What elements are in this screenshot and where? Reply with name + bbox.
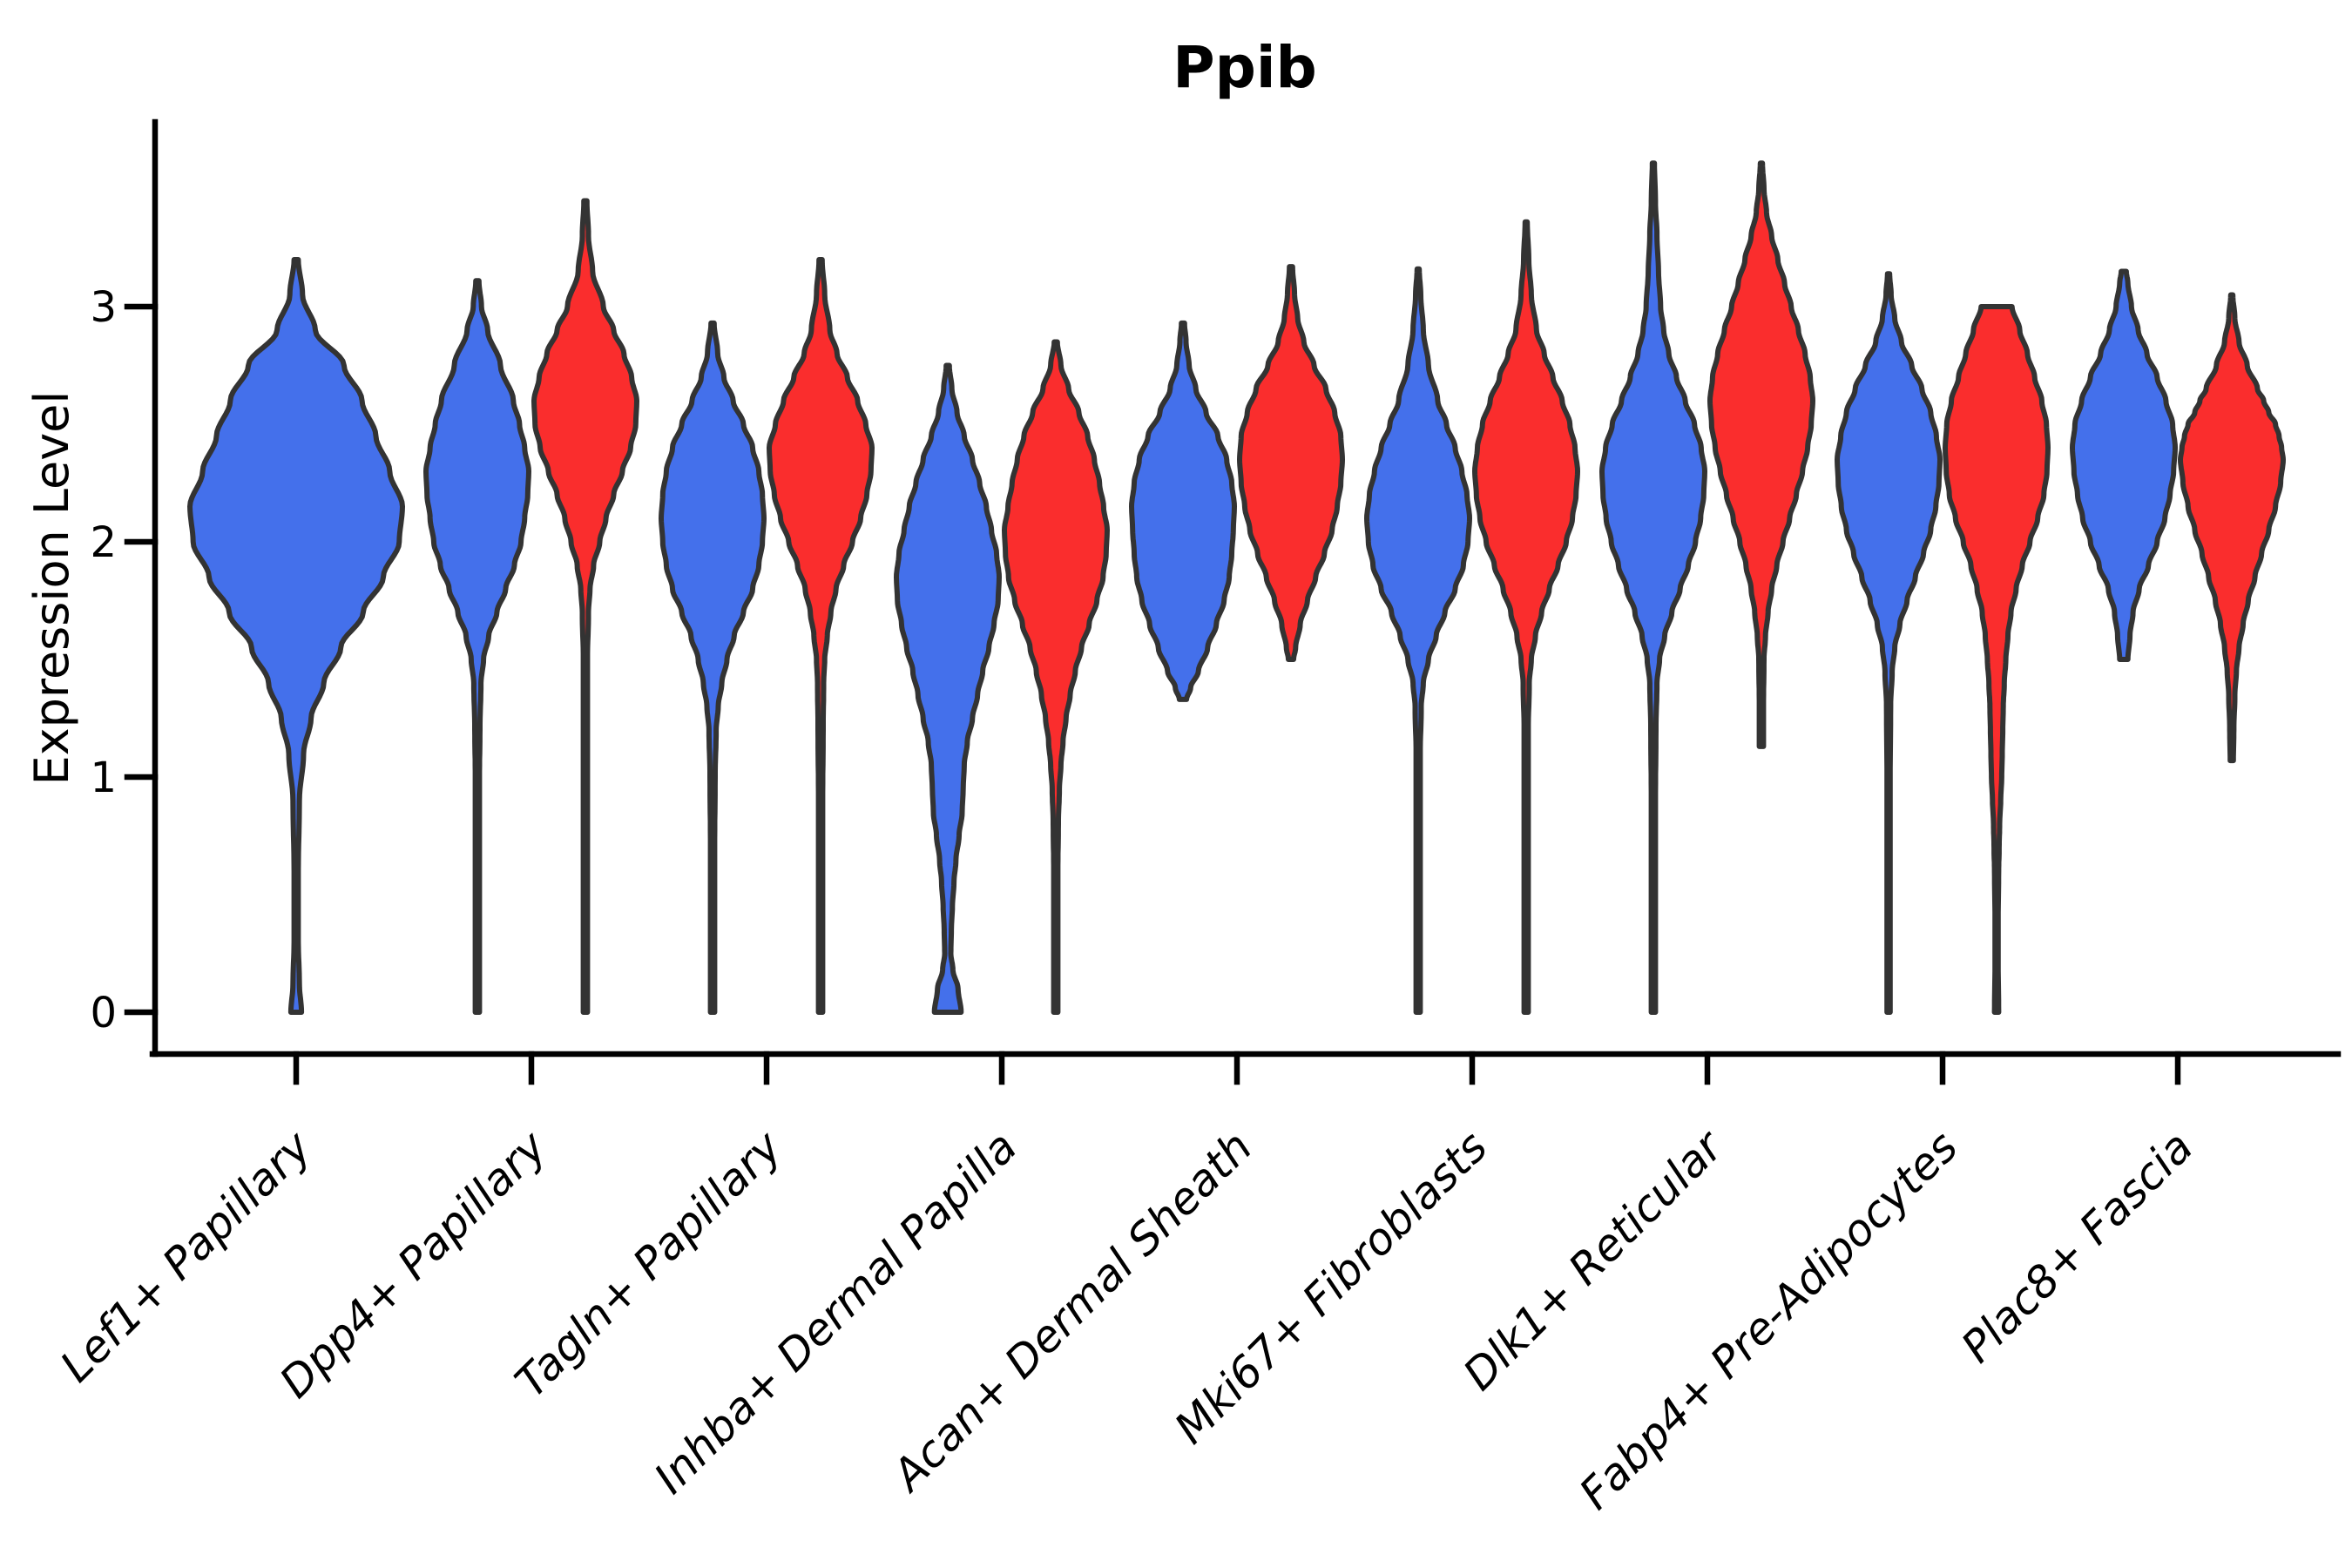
x-tick-label: Lef1+ Papillary — [51, 1120, 321, 1391]
violin-tagln-blue — [659, 320, 767, 1015]
violin-acan-blue — [1129, 320, 1237, 702]
y-tick-label: 3 — [90, 283, 117, 332]
violin-dlk1-red — [1707, 160, 1815, 749]
y-axis-label: Expression Level — [24, 391, 79, 786]
violin-lef1-blue — [187, 257, 405, 1015]
violin-inhba-blue — [894, 362, 1002, 1015]
violins-layer — [187, 160, 2286, 1015]
violin-plac8-blue — [2070, 268, 2178, 662]
x-tick-label: Dlk1+ Reticular — [1454, 1119, 1734, 1400]
violin-dpp4-blue — [423, 278, 531, 1015]
violin-mki67-red — [1472, 219, 1580, 1015]
violin-fabp4-blue — [1835, 271, 1943, 1015]
chart-title: Ppib — [1173, 34, 1316, 101]
y-tick-label: 1 — [90, 754, 117, 802]
violin-mki67-blue — [1364, 266, 1472, 1015]
x-tick-label: Plac8+ Fascia — [1952, 1121, 2203, 1372]
violin-dlk1-blue — [1599, 160, 1707, 1015]
violin-plac8-red — [2178, 292, 2286, 764]
x-tick-label: Fabp4+ Pre-Adipocytes — [1570, 1121, 1968, 1519]
violin-fabp4-red — [1943, 304, 2051, 1015]
y-tick-label: 2 — [90, 518, 117, 567]
violin-acan-red — [1237, 264, 1345, 662]
violin-tagln-red — [767, 257, 875, 1015]
y-tick-label: 0 — [90, 989, 117, 1037]
violin-inhba-red — [1002, 339, 1110, 1015]
violin-dpp4-red — [531, 198, 639, 1015]
